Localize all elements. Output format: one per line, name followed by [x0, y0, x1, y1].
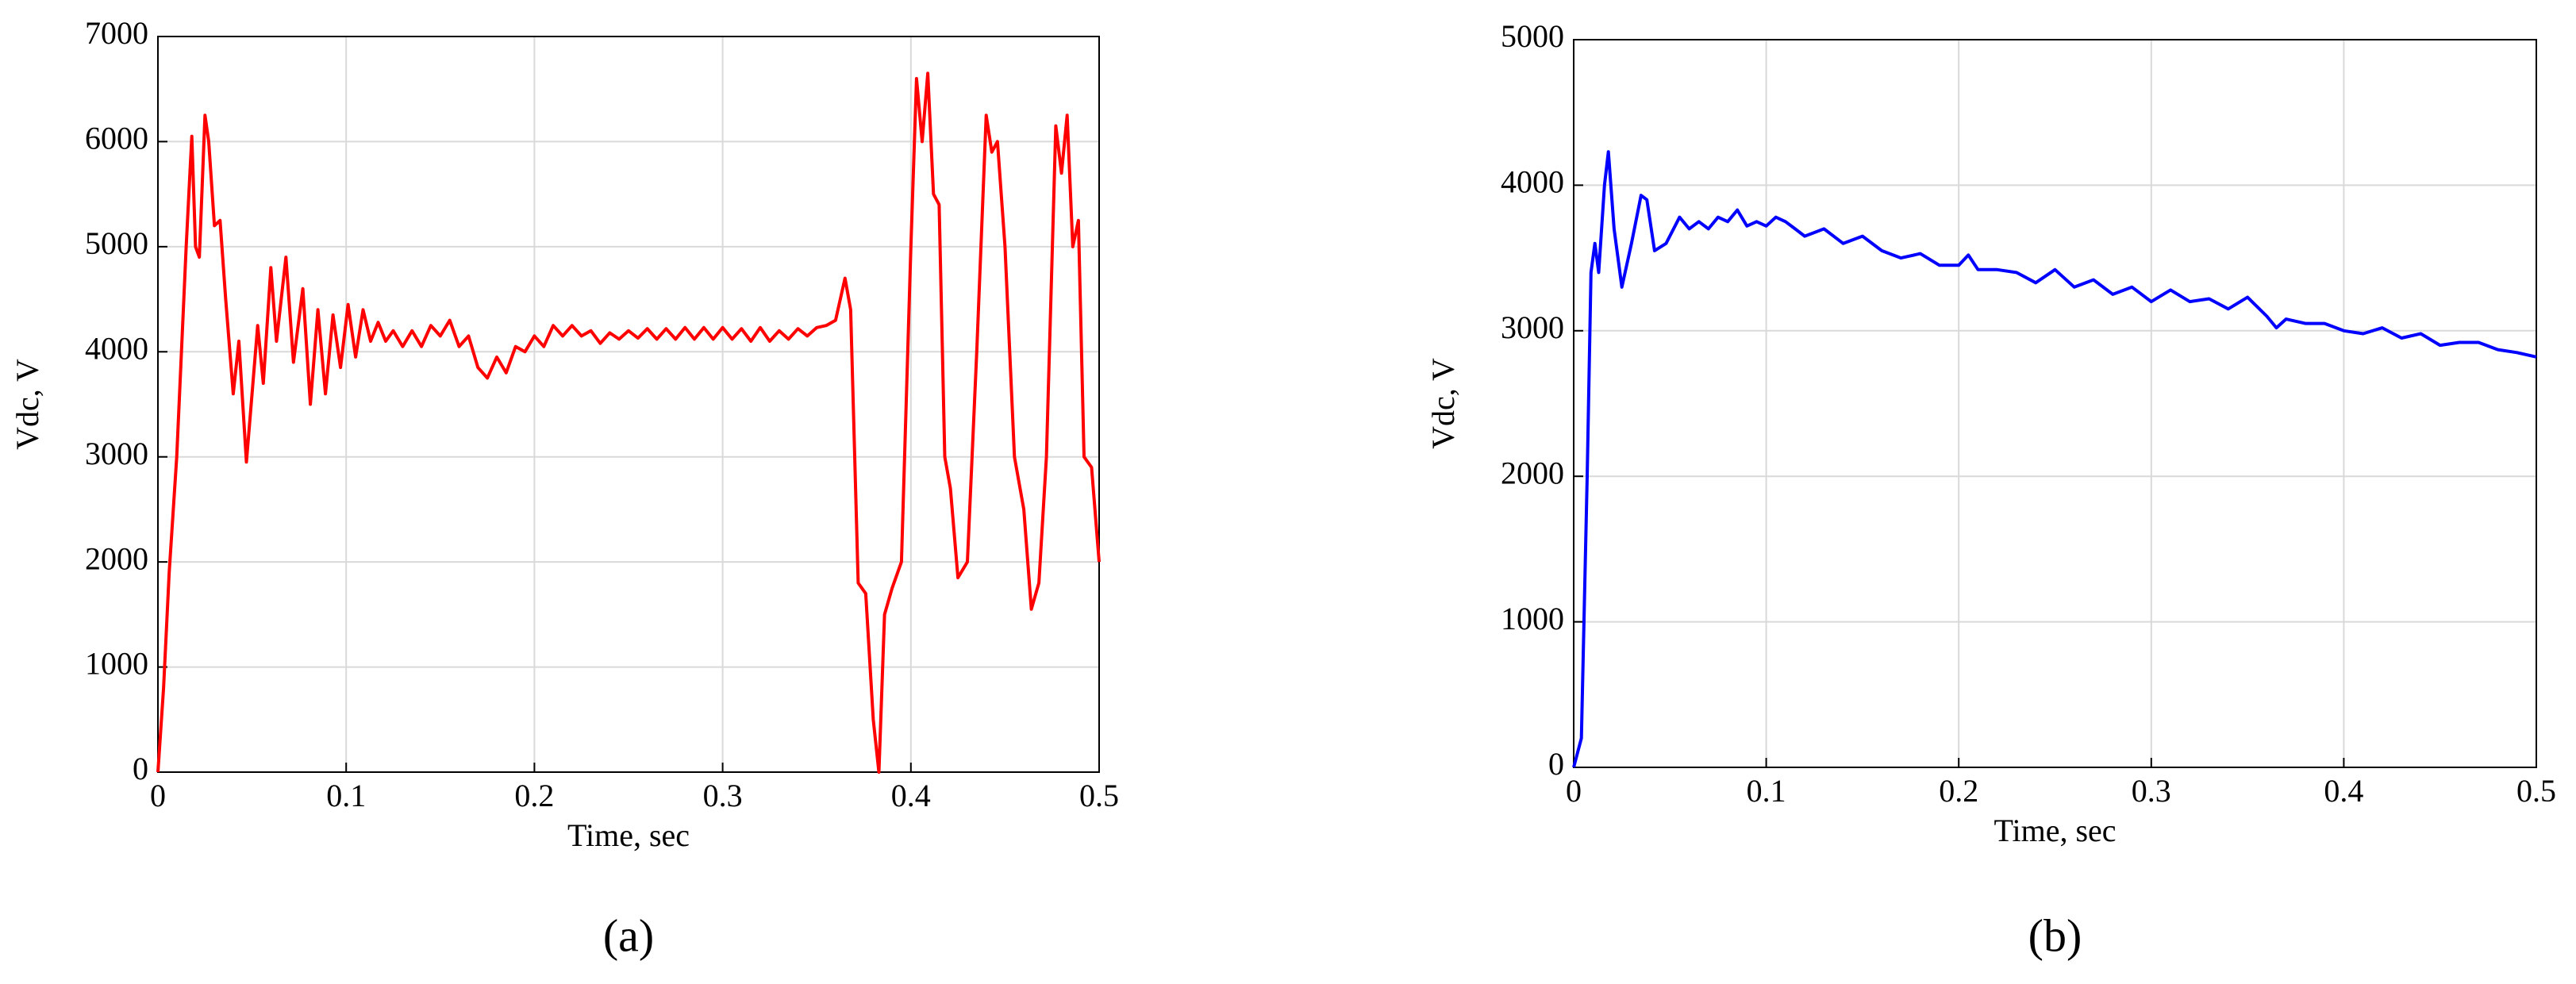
x-tick-label: 0.2 — [1939, 773, 1978, 809]
y-tick-label: 5000 — [85, 225, 148, 261]
x-tick-label: 0 — [1566, 773, 1582, 809]
caption: (b) — [2028, 909, 2082, 961]
y-tick-label: 3000 — [1501, 309, 1564, 345]
data-line — [156, 71, 1101, 774]
y-tick-label: 5000 — [1501, 18, 1564, 54]
x-tick-label: 0.5 — [2516, 773, 2556, 809]
y-axis-label: Vdc, V — [1425, 358, 1461, 449]
caption: (a) — [603, 909, 654, 961]
x-axis-label: Time, sec — [567, 817, 690, 853]
x-tick-label: 0.4 — [2324, 773, 2363, 809]
x-tick-label: 0.1 — [1747, 773, 1786, 809]
x-tick-label: 0.1 — [326, 778, 366, 813]
y-tick-label: 0 — [1548, 746, 1564, 782]
x-tick-label: 0.4 — [891, 778, 931, 813]
plot-frame — [1573, 39, 2537, 768]
x-tick-label: 0 — [150, 778, 166, 813]
y-tick-label: 4000 — [1501, 164, 1564, 200]
y-tick-label: 1000 — [85, 646, 148, 682]
y-tick-label: 0 — [133, 751, 148, 786]
x-axis-label: Time, sec — [1994, 813, 2116, 848]
y-tick-label: 3000 — [85, 436, 148, 471]
x-tick-label: 0.3 — [2132, 773, 2171, 809]
data-line — [1572, 150, 2537, 768]
x-tick-label: 0.2 — [514, 778, 554, 813]
x-tick-label: 0.3 — [703, 778, 743, 813]
x-tick-label: 0.5 — [1079, 778, 1119, 813]
y-tick-label: 2000 — [1501, 455, 1564, 490]
y-tick-label: 1000 — [1501, 601, 1564, 636]
y-axis-label: Vdc, V — [10, 359, 45, 450]
y-tick-label: 6000 — [85, 121, 148, 156]
y-tick-label: 2000 — [85, 540, 148, 576]
y-tick-label: 7000 — [85, 15, 148, 51]
y-tick-label: 4000 — [85, 330, 148, 366]
plot-frame — [157, 36, 1100, 773]
